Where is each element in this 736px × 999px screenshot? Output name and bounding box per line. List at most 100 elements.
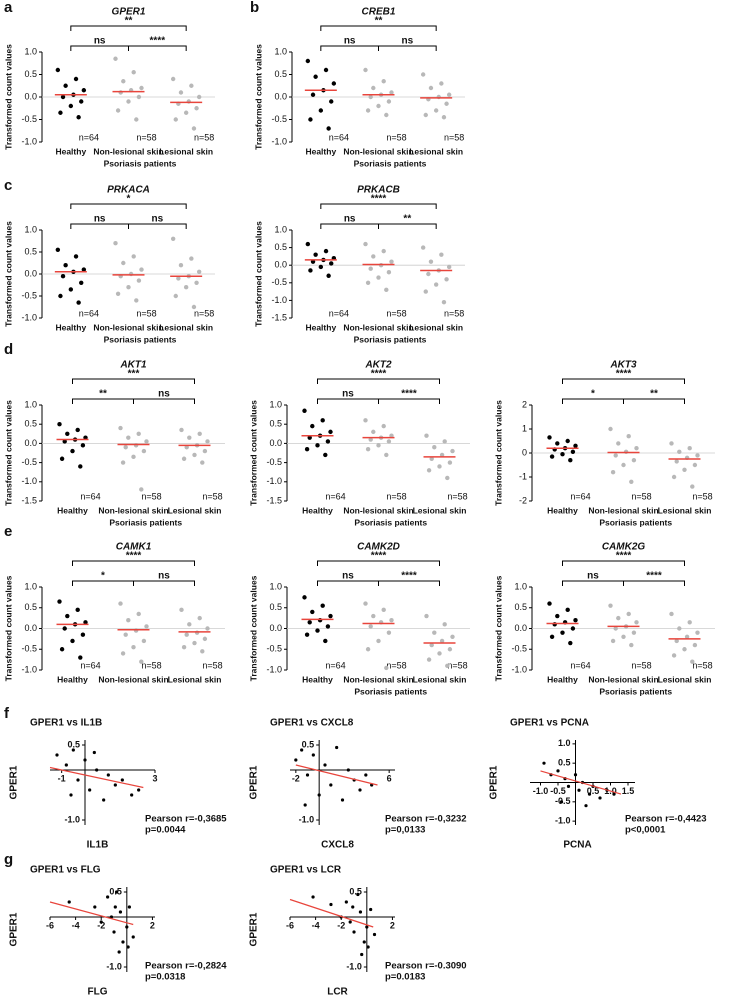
significance-label: ****: [150, 36, 166, 47]
data-point: [205, 439, 210, 444]
data-point: [60, 274, 66, 279]
x-tick-label: -2: [97, 920, 105, 930]
data-point: [428, 85, 434, 91]
n-label: n=64: [325, 491, 345, 501]
x-tick-label: Non-lesional skin: [343, 505, 413, 515]
data-point: [386, 99, 392, 104]
y-tick-label: 0.0: [514, 623, 527, 633]
data-point: [360, 952, 364, 957]
data-point: [192, 640, 197, 646]
x-tick-label: Lesional skin: [409, 146, 463, 156]
significance-bracket: [317, 398, 379, 404]
data-point: [123, 632, 128, 637]
data-point: [560, 630, 565, 635]
significance-bracket: [378, 398, 440, 404]
data-point: [126, 99, 131, 104]
data-point: [202, 448, 208, 454]
data-point: [183, 285, 189, 290]
stat-label: Pearson r=-0,3685: [145, 814, 227, 825]
x-tick-label: -0.5: [550, 786, 566, 796]
data-point: [363, 418, 368, 423]
data-point: [59, 456, 65, 461]
data-point: [58, 110, 63, 115]
n-label: n=58: [194, 308, 214, 318]
data-point: [389, 433, 394, 438]
data-point: [126, 945, 130, 949]
n-label: n=58: [447, 491, 467, 501]
data-point: [120, 460, 126, 465]
data-point: [75, 427, 80, 433]
n-label: n=58: [136, 308, 156, 318]
significance-label: ****: [126, 551, 142, 562]
significance-bracket: [320, 223, 379, 229]
data-point: [311, 895, 315, 899]
n-label: n=64: [79, 132, 99, 142]
x-tick-label: Lesional skin: [658, 505, 712, 515]
n-label: n=58: [386, 660, 406, 670]
significance-label: ns: [342, 571, 354, 582]
data-point: [634, 446, 639, 451]
chart-title: GPER1: [112, 7, 146, 18]
data-point: [329, 783, 333, 787]
data-point: [439, 638, 445, 644]
significance-bracket: [378, 223, 437, 229]
significance-bracket: [70, 223, 129, 229]
data-point: [202, 636, 208, 642]
data-point: [323, 638, 328, 644]
data-point: [62, 439, 67, 444]
significance-label: ****: [616, 551, 632, 562]
x-axis-label: Psoriasis patients: [354, 517, 427, 527]
data-point: [83, 435, 88, 440]
data-point: [62, 626, 67, 631]
data-point: [450, 448, 455, 454]
n-label: n=64: [570, 660, 590, 670]
data-point: [294, 758, 298, 762]
x-tick-label: 0.5: [587, 786, 600, 796]
y-axis-label: Transformed count values: [3, 575, 13, 681]
significance-bracket: [562, 378, 685, 384]
data-point: [439, 252, 444, 257]
data-point: [126, 285, 131, 290]
data-point: [677, 626, 682, 631]
y-tick-label: 2: [522, 399, 527, 409]
data-point: [139, 659, 144, 664]
data-point: [384, 665, 389, 671]
y-tick-label: 1.0: [269, 581, 282, 591]
significance-bracket: [133, 398, 195, 404]
data-point: [189, 83, 194, 88]
x-tick-label: Non-lesional skin: [343, 674, 413, 684]
y-tick-label: -0.5: [266, 644, 282, 654]
data-point: [439, 452, 445, 458]
significance-bracket: [70, 45, 129, 51]
data-point: [310, 423, 315, 429]
data-point: [187, 622, 192, 627]
data-point: [358, 910, 363, 914]
x-tick-label: -1.0: [533, 786, 549, 796]
data-point: [365, 647, 371, 652]
stat-label: Pearson r=-0,2824: [145, 961, 227, 972]
x-tick-label: Non-lesional skin: [93, 322, 163, 332]
significance-label: ns: [342, 389, 354, 400]
data-point: [684, 634, 690, 639]
data-point: [69, 793, 73, 797]
data-point: [368, 266, 373, 271]
data-point: [608, 426, 613, 432]
data-point: [631, 630, 637, 635]
data-point: [75, 607, 80, 613]
data-point: [363, 241, 368, 247]
chart-title: GPER1 vs FLG: [30, 865, 101, 876]
x-axis-label: CXCL8: [321, 840, 354, 851]
y-tick-label: -0.5: [21, 644, 37, 654]
data-point: [320, 418, 325, 423]
y-tick-label: -1.5: [21, 495, 37, 505]
data-point: [335, 745, 339, 750]
data-point: [113, 241, 118, 246]
data-point: [432, 630, 437, 635]
data-point: [682, 467, 687, 472]
data-point: [365, 108, 371, 113]
data-point: [547, 435, 552, 440]
data-point: [424, 613, 429, 619]
y-tick-label: -1.5: [271, 312, 287, 322]
data-point: [106, 773, 110, 777]
significance-label: ns: [158, 389, 170, 400]
